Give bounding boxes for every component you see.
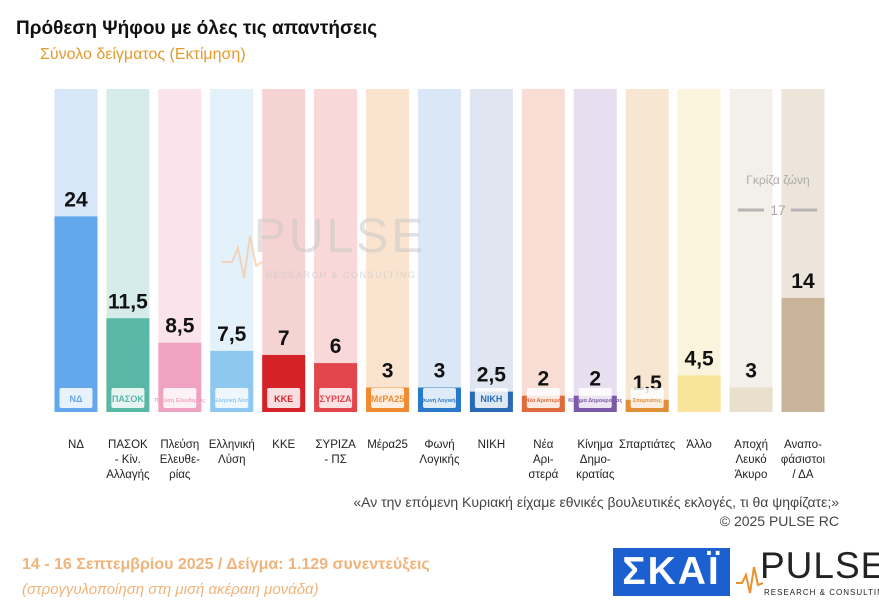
chart-subtitle: Σύνολο δείγματος (Εκτίμηση): [40, 46, 246, 63]
bar: [54, 216, 98, 412]
category-label: Νέα: [533, 439, 553, 451]
pulse-wave-icon: [736, 566, 764, 594]
column-background: [625, 89, 669, 412]
value-label: 24: [64, 188, 88, 211]
category-label: ΝΙΚΗ: [478, 439, 505, 451]
bar-chart: PULSE RESEARCH & CONSULTING 24 ΝΔ ΝΔ 11,5 ΠΑΣΟ…: [54, 89, 826, 481]
party-logo-badge: [215, 388, 249, 408]
party-logo-text: ΝΔ: [69, 394, 82, 404]
category-label: ΣΥΡΙΖΑ: [315, 439, 356, 451]
rounding-note: (στρογγυλοποίηση στη μισή ακέραιη μονάδα…: [22, 581, 319, 598]
column-background: [366, 89, 410, 412]
category-label: Λογικής: [419, 454, 460, 466]
category-label: ΠΑΣΟΚ: [108, 439, 148, 451]
party-logo-badge: [267, 388, 301, 408]
pulse-logo-sub: RESEARCH & CONSULTING: [764, 588, 879, 597]
value-label: 3: [434, 360, 446, 383]
category-label: Αλλαγής: [106, 469, 150, 481]
party-logo-badge: [578, 388, 612, 408]
category-label: Αποχή: [734, 439, 768, 451]
column-background: [521, 89, 565, 412]
gray-zone-value: 17: [770, 202, 786, 218]
party-logo-text: Ελληνική Λύση: [212, 398, 252, 404]
column-background: [677, 89, 721, 412]
party-logo-text: Φωνή Λογικής: [421, 398, 459, 404]
category-label: Αναπο-: [784, 439, 822, 451]
value-label: 7: [278, 327, 290, 350]
column-background: [417, 89, 461, 412]
category-label: - Κίν.: [115, 454, 141, 466]
category-label: Ελευθε-: [160, 454, 200, 466]
gray-zone-label: Γκρίζα ζώνη: [746, 173, 809, 187]
party-logo-text: ΝΙΚΗ: [480, 394, 502, 404]
category-label: Πλεύση: [160, 439, 199, 451]
party-logo-badge: [474, 388, 508, 408]
party-logo-badge: [111, 388, 145, 408]
value-label: 2: [537, 368, 549, 391]
category-label: Λύση: [218, 454, 245, 466]
party-logo-text: Σπαρτιάτες: [633, 398, 662, 404]
category-label: κρατίας: [576, 469, 615, 481]
column-background: [573, 89, 617, 412]
category-label: Σπαρτιάτες: [619, 439, 676, 451]
value-label: 7,5: [217, 323, 247, 346]
skai-logo: ΣΚΑΪ: [613, 548, 730, 596]
value-label: 8,5: [165, 315, 195, 338]
value-label: 6: [330, 335, 342, 358]
value-label: 2,5: [477, 364, 507, 387]
watermark-sub: RESEARCH & CONSULTING: [266, 270, 417, 280]
category-label: Δημο-: [580, 454, 611, 466]
chart-title: Πρόθεση Ψήφου με όλες τις απαντήσεις: [16, 18, 378, 39]
value-label: 11,5: [108, 290, 148, 313]
bar: [781, 297, 825, 412]
party-logo-badge: [526, 388, 560, 408]
category-label: στερά: [528, 469, 558, 481]
bar: [677, 375, 721, 412]
party-logo-badge: [371, 388, 405, 408]
party-logo-text: ΣΥΡΙΖΑ: [320, 394, 352, 404]
category-label: ΚΚΕ: [272, 439, 295, 451]
party-logo-text: ΠΑΣΟΚ: [112, 394, 144, 404]
party-logo-badge: [163, 388, 197, 408]
value-label: 2: [589, 368, 601, 391]
category-label: Φωνή: [424, 439, 454, 451]
party-logo-badge: [422, 388, 456, 408]
column-background: [314, 89, 358, 412]
category-label: φάσιστοι: [781, 454, 826, 466]
column-background: [729, 89, 773, 412]
party-logo-badge: [319, 388, 353, 408]
party-logo-badge: [630, 388, 664, 408]
party-logo-text: ΜέΡΑ25: [371, 394, 404, 404]
party-logo-text: ΚΚΕ: [274, 394, 293, 404]
watermark-word: PULSE: [254, 210, 426, 263]
category-label: Κίνημα: [577, 439, 613, 451]
category-label: Άλλο: [686, 439, 711, 451]
category-label: / ΔΑ: [792, 469, 813, 481]
category-label: ΝΔ: [68, 439, 84, 451]
value-label: 14: [791, 270, 815, 293]
party-logo-text: Πλεύση Ελευθερίας: [154, 398, 205, 404]
category-label: Άκυρο: [735, 469, 768, 481]
value-label: 4,5: [685, 347, 715, 370]
bar: [729, 387, 773, 412]
category-label: Λευκό: [736, 454, 767, 466]
party-logo-text: Κίνημα Δημοκρατίας: [568, 398, 622, 404]
party-logo-badge: [59, 388, 93, 408]
category-label: Μέρα25: [367, 439, 408, 451]
column-background: [469, 89, 513, 412]
pulse-logo: PULSE RESEARCH & CONSULTING: [736, 545, 879, 601]
category-label: Ελληνική: [209, 439, 255, 451]
copyright-text: © 2025 PULSE RC: [719, 513, 839, 529]
category-label: - ΠΣ: [324, 454, 346, 466]
value-label: 3: [745, 360, 757, 383]
category-label: Αρι-: [533, 454, 554, 466]
watermark-wave: [222, 235, 263, 279]
survey-question: «Αν την επόμενη Κυριακή είχαμε εθνικές β…: [353, 494, 839, 510]
category-label: ρίας: [169, 469, 191, 481]
value-label: 3: [382, 360, 394, 383]
pulse-logo-word: PULSE: [760, 545, 879, 586]
fieldwork-dates-sample: 14 - 16 Σεπτεμβρίου 2025 / Δείγμα: 1.129…: [22, 556, 430, 573]
party-logo-text: Νέα Αριστερά: [525, 398, 561, 404]
